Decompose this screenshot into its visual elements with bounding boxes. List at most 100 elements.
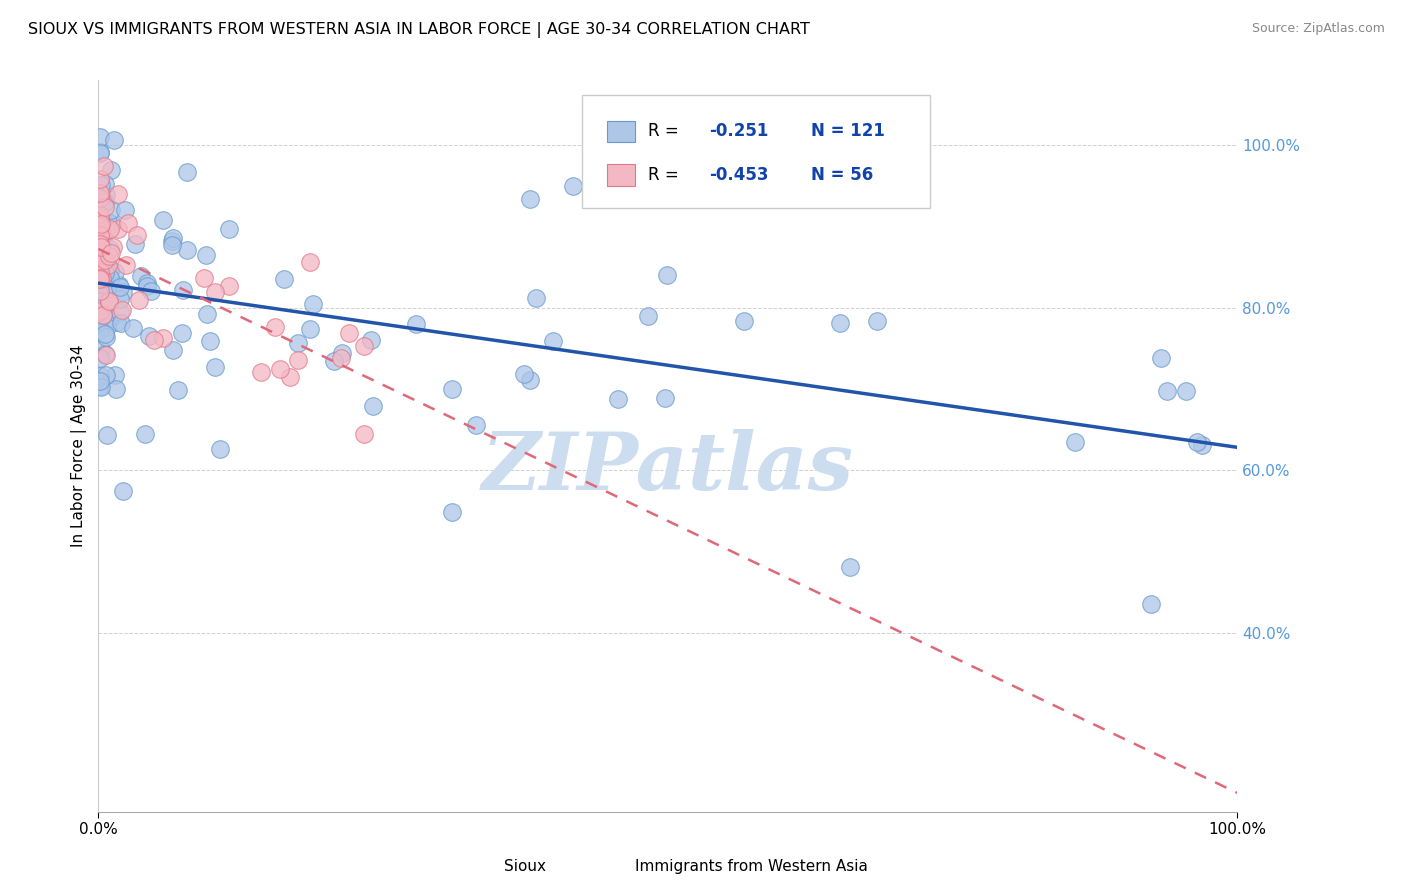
Point bbox=[117, 216, 139, 230]
Point bbox=[141, 284, 163, 298]
Point bbox=[105, 382, 128, 396]
Point bbox=[195, 307, 218, 321]
Point bbox=[89, 303, 111, 318]
Point bbox=[98, 249, 121, 263]
Point bbox=[828, 317, 851, 331]
Point bbox=[98, 242, 121, 256]
Bar bbox=[605, 855, 630, 878]
Point bbox=[1156, 384, 1178, 398]
Point bbox=[167, 384, 190, 398]
Point bbox=[90, 298, 112, 312]
Point bbox=[89, 252, 111, 267]
Point bbox=[101, 239, 124, 253]
Text: Source: ZipAtlas.com: Source: ZipAtlas.com bbox=[1251, 22, 1385, 36]
Point bbox=[218, 279, 240, 293]
Point bbox=[339, 326, 361, 341]
Point bbox=[607, 392, 630, 407]
Point bbox=[89, 238, 111, 252]
Point bbox=[1139, 597, 1161, 611]
Point bbox=[94, 194, 117, 209]
Point bbox=[440, 382, 463, 396]
Point bbox=[839, 560, 862, 574]
Point bbox=[89, 259, 111, 273]
Point bbox=[162, 343, 184, 358]
Point bbox=[89, 191, 111, 205]
Point bbox=[97, 294, 120, 309]
Point bbox=[519, 193, 541, 207]
Point bbox=[121, 321, 143, 335]
Text: SIOUX VS IMMIGRANTS FROM WESTERN ASIA IN LABOR FORCE | AGE 30-34 CORRELATION CHA: SIOUX VS IMMIGRANTS FROM WESTERN ASIA IN… bbox=[28, 22, 810, 38]
Point bbox=[91, 308, 114, 322]
Point bbox=[100, 245, 122, 260]
Bar bbox=[607, 164, 636, 186]
Point bbox=[89, 228, 111, 243]
Point bbox=[94, 253, 117, 268]
Point bbox=[273, 271, 295, 285]
Point bbox=[128, 293, 150, 308]
Point bbox=[108, 293, 131, 307]
Point bbox=[263, 319, 285, 334]
Point bbox=[90, 240, 112, 254]
Point bbox=[176, 165, 198, 179]
Point bbox=[112, 285, 135, 300]
Point bbox=[1185, 434, 1208, 449]
Point bbox=[94, 347, 117, 361]
Point bbox=[89, 227, 111, 242]
Point bbox=[204, 285, 226, 299]
Point bbox=[360, 333, 382, 347]
Point bbox=[96, 428, 118, 442]
Point bbox=[98, 293, 121, 308]
Point bbox=[90, 217, 112, 231]
Text: R =: R = bbox=[648, 122, 685, 140]
Point bbox=[105, 315, 128, 329]
Point bbox=[655, 268, 678, 282]
Point bbox=[98, 265, 121, 279]
Point bbox=[135, 276, 157, 290]
Point bbox=[96, 222, 118, 236]
Point bbox=[90, 228, 112, 243]
Point bbox=[198, 334, 221, 348]
Point bbox=[152, 212, 174, 227]
Point bbox=[96, 320, 118, 334]
Point bbox=[89, 235, 111, 249]
Point bbox=[110, 317, 132, 331]
Point bbox=[194, 248, 217, 262]
Point bbox=[89, 219, 111, 233]
Point bbox=[89, 245, 111, 260]
Point bbox=[91, 231, 114, 245]
FancyBboxPatch shape bbox=[582, 95, 929, 209]
Point bbox=[361, 399, 384, 413]
Point bbox=[89, 351, 111, 365]
Point bbox=[562, 178, 585, 193]
Point bbox=[512, 368, 534, 382]
Point bbox=[94, 330, 117, 344]
Point bbox=[89, 369, 111, 384]
Point bbox=[269, 362, 291, 376]
Point bbox=[96, 281, 118, 295]
Point bbox=[1175, 384, 1198, 398]
Point bbox=[353, 338, 375, 352]
Point bbox=[519, 373, 541, 387]
Point bbox=[89, 251, 111, 265]
Point bbox=[89, 274, 111, 288]
Point bbox=[1150, 351, 1173, 365]
Point bbox=[866, 314, 889, 328]
Point bbox=[330, 345, 353, 359]
Point bbox=[134, 427, 156, 442]
Point bbox=[94, 326, 117, 341]
Point bbox=[108, 304, 131, 318]
Point bbox=[131, 268, 153, 283]
Point bbox=[160, 235, 183, 249]
Point bbox=[127, 227, 149, 242]
Point bbox=[111, 302, 134, 317]
Point bbox=[94, 347, 117, 361]
Point bbox=[152, 331, 174, 345]
Point bbox=[89, 257, 111, 271]
Point bbox=[89, 209, 111, 223]
Text: -0.453: -0.453 bbox=[709, 167, 768, 185]
Point bbox=[138, 329, 160, 343]
Point bbox=[98, 221, 121, 235]
Point bbox=[93, 283, 115, 297]
Point bbox=[172, 326, 194, 341]
Point bbox=[90, 270, 112, 285]
